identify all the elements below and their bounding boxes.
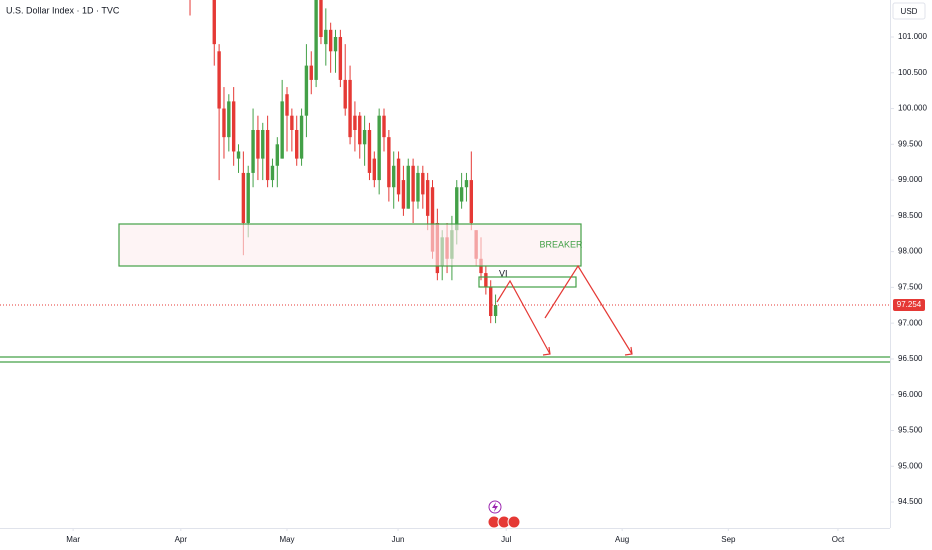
x-tick-label: May [279, 535, 294, 544]
candle-body [265, 129, 270, 181]
candle-body [343, 79, 347, 109]
candle-body [251, 129, 255, 173]
breaker-zone [118, 223, 582, 267]
candle-body [489, 287, 493, 317]
candle-body [416, 172, 420, 202]
candle-body [484, 273, 488, 288]
y-tick-label: 95.500 [898, 426, 923, 435]
y-tick-label: 100.000 [898, 104, 927, 113]
y-tick-label: 97.000 [898, 318, 923, 327]
candle-body [493, 304, 498, 317]
x-tick-label: Sep [721, 535, 736, 544]
candle-body [304, 65, 309, 116]
imbalance-zone [478, 276, 577, 288]
candle-body [425, 180, 430, 216]
candle-body [362, 129, 367, 145]
candle-body [285, 94, 289, 116]
y-tick-label: 96.500 [898, 354, 923, 363]
candle-body [222, 108, 226, 138]
y-tick-label: 97.500 [898, 283, 923, 292]
candle-body [406, 165, 410, 209]
candle-body [367, 129, 372, 173]
y-tick-label: 99.000 [898, 175, 923, 184]
chart-title: U.S. Dollar Index · 1D · TVC [6, 5, 120, 15]
candle-body [396, 158, 401, 195]
candle-body [275, 144, 280, 166]
candle-body [348, 79, 352, 138]
candle-body [261, 129, 265, 159]
currency-box[interactable] [892, 2, 926, 20]
candle-body [455, 187, 459, 231]
y-tick-label: 96.000 [898, 390, 923, 399]
candle-body [319, 0, 323, 37]
event-icon-glyph [492, 502, 498, 512]
candle-body [246, 172, 250, 224]
candle-body [212, 0, 216, 45]
candle-body [421, 172, 425, 195]
x-tick-label: Aug [615, 535, 629, 544]
candle-body [217, 51, 221, 109]
arrow [544, 264, 633, 355]
candle-body [280, 101, 284, 159]
candle-body [231, 101, 236, 152]
candle-body [290, 115, 294, 130]
x-tick-label: Oct [832, 535, 845, 544]
candle-body [256, 129, 260, 159]
candle-body [324, 29, 328, 45]
candle-body [270, 165, 275, 181]
candle-body [295, 129, 299, 159]
event-icon[interactable] [507, 515, 521, 529]
candle-body [241, 172, 246, 224]
candle-body [411, 165, 415, 202]
candle-body [309, 65, 313, 80]
arrow-head [542, 346, 551, 356]
x-tick-label: Mar [66, 535, 80, 544]
candle-body [299, 115, 304, 159]
y-tick-label: 100.500 [898, 68, 927, 77]
y-tick-label: 98.000 [898, 247, 923, 256]
candle-body [358, 115, 362, 145]
candle-body [382, 115, 386, 138]
y-tick-label: 101.000 [898, 32, 927, 41]
currency: USD [901, 7, 918, 16]
x-tick-label: Jun [392, 535, 405, 544]
candle-body [459, 187, 464, 202]
candle-body [387, 137, 391, 188]
y-tick-label: 95.000 [898, 461, 923, 470]
y-tick-label: 99.500 [898, 139, 923, 148]
y-tick-label: 94.500 [898, 497, 923, 506]
candle-body [353, 115, 357, 130]
candle-body [372, 158, 377, 181]
candle-body [333, 36, 338, 52]
candle-body [430, 187, 435, 252]
candle-body [338, 36, 343, 80]
x-tick-label: Apr [175, 535, 188, 544]
y-tick-label: 98.500 [898, 211, 923, 220]
candle-body [401, 180, 406, 209]
arrow [496, 279, 551, 355]
last-price-box [893, 298, 925, 311]
x-tick-label: Jul [501, 535, 511, 544]
last-price-label: 97.254 [897, 300, 922, 309]
candle-body [328, 29, 333, 52]
candle-body [236, 151, 241, 159]
imbalance-label: VI [499, 268, 508, 278]
plot [0, 0, 890, 324]
candle-body [314, 0, 318, 80]
candle-body [392, 165, 396, 188]
candle-body [464, 180, 469, 188]
arrow-head [624, 346, 633, 356]
breaker-label: BREAKER [539, 239, 583, 249]
candle-body [377, 115, 381, 181]
candle-body [227, 101, 231, 138]
candle-body [469, 180, 474, 224]
